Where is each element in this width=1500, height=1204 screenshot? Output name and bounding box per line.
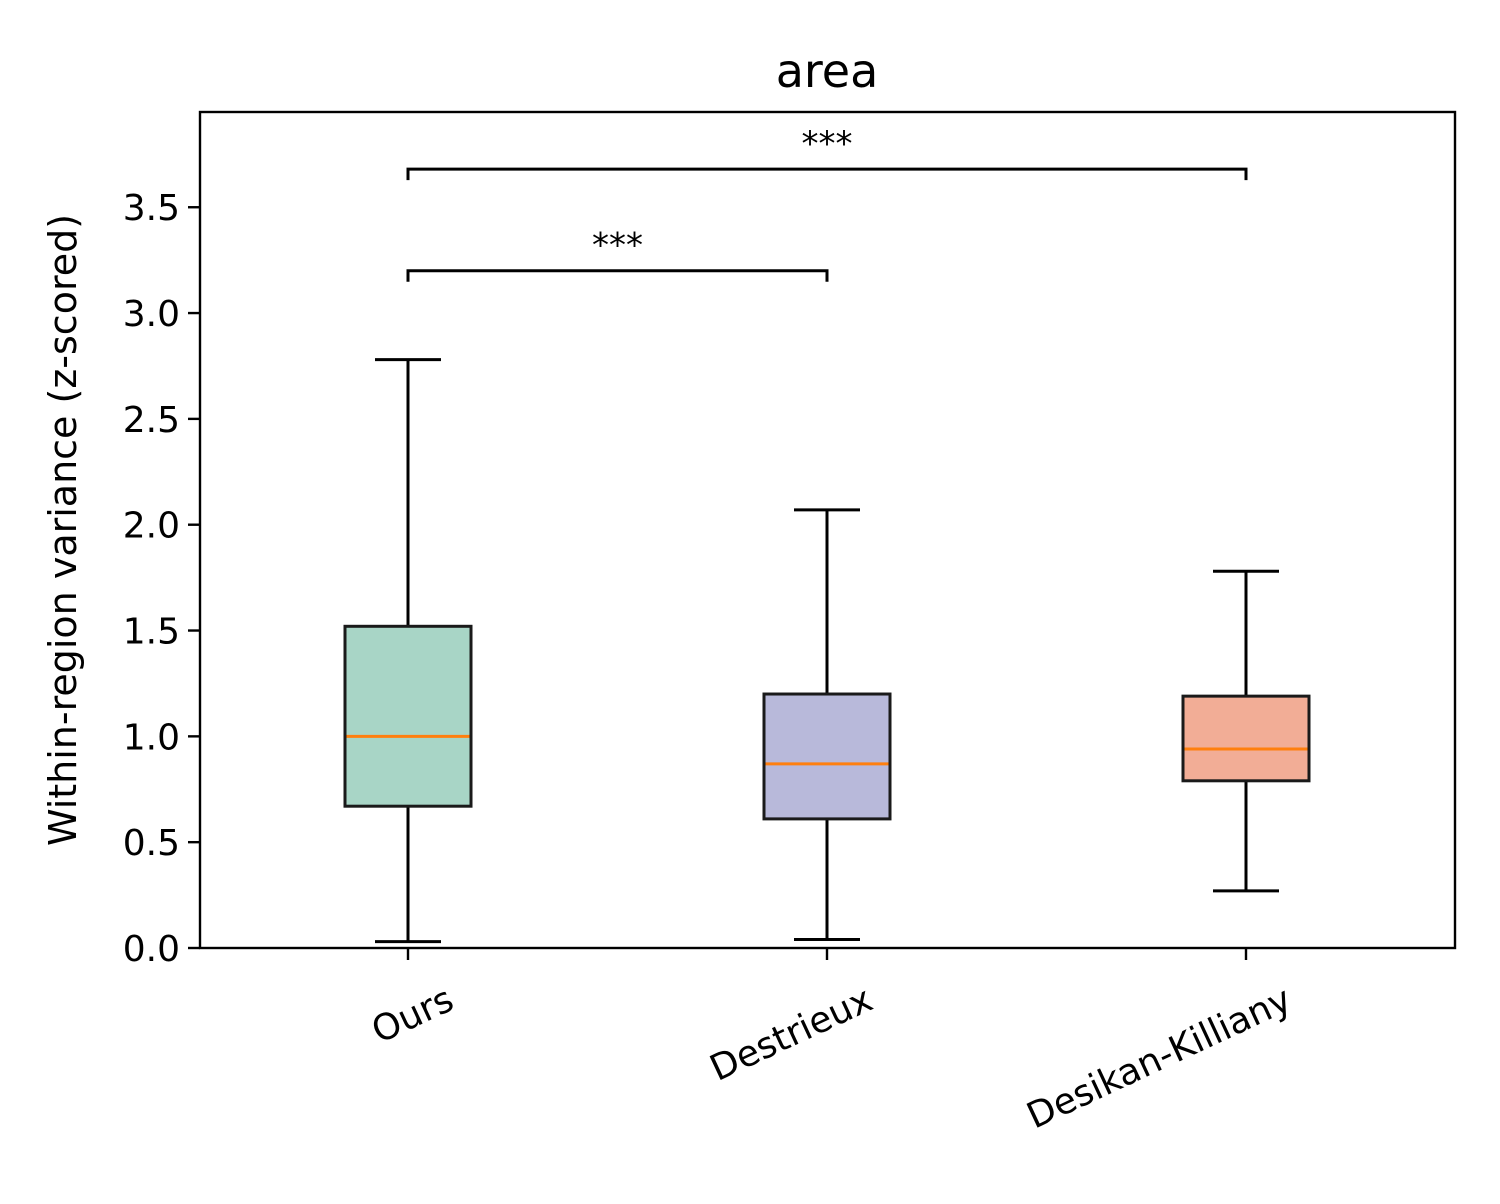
y-tick-label: 2.5: [123, 400, 180, 441]
box-desikan-killiany: [1181, 694, 1311, 783]
axes-frame: [198, 110, 1457, 950]
y-tick-label: 0.5: [123, 823, 180, 864]
y-tick-label: 3.0: [123, 294, 180, 335]
y-tick-label: 3.5: [123, 188, 180, 229]
chart-title: area: [776, 44, 879, 98]
significance-bracket: [406, 269, 829, 282]
y-tick-label: 0.0: [123, 929, 180, 970]
significance-label: ***: [802, 124, 853, 164]
y-tick-label: 2.0: [123, 506, 180, 547]
box-destrieux: [762, 692, 892, 821]
y-tick-label: 1.0: [123, 717, 180, 758]
box-ours: [343, 624, 473, 808]
y-axis-label: Within-region variance (z-scored): [41, 214, 85, 846]
y-tick-label: 1.5: [123, 612, 180, 653]
significance-label: ***: [592, 226, 643, 266]
significance-bracket: [406, 167, 1248, 181]
